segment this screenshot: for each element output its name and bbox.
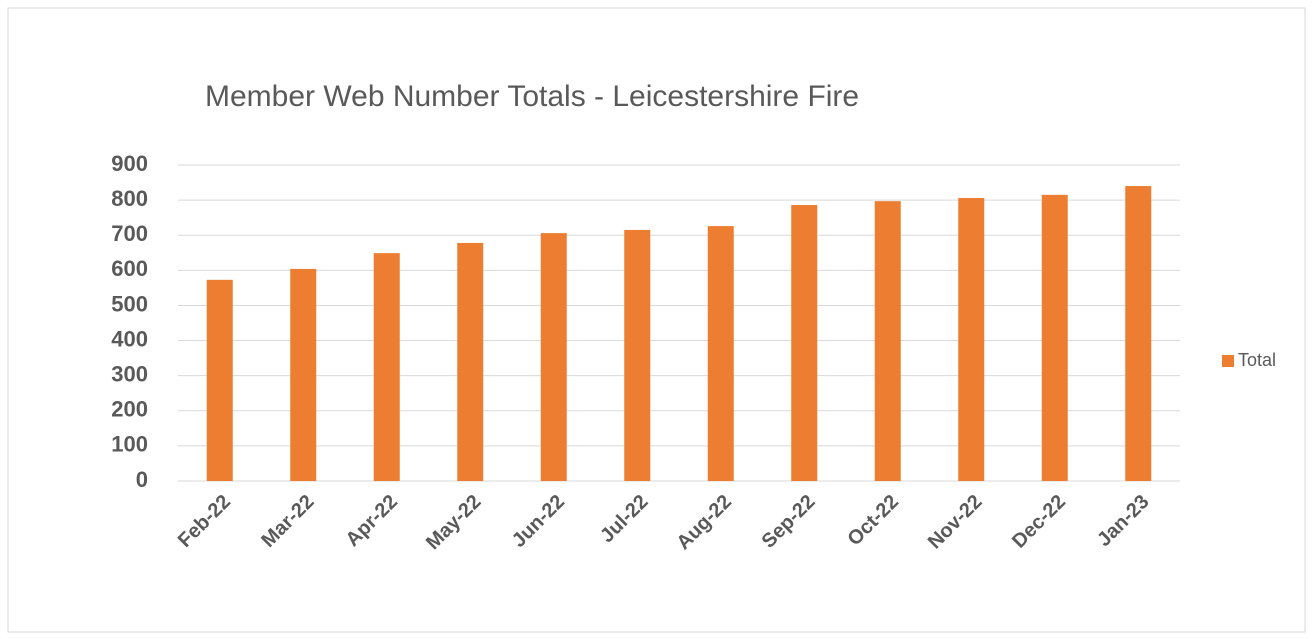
bar [373,253,400,481]
y-tick-label: 300 [111,361,148,386]
legend-swatch [1222,355,1234,367]
y-tick-label: 800 [111,186,148,211]
chart-title: Member Web Number Totals - Leicestershir… [205,80,859,113]
y-tick-label: 0 [136,467,148,492]
bar [457,242,484,481]
bar [206,279,233,481]
y-tick-label: 400 [111,326,148,351]
y-tick-label: 900 [111,151,148,176]
bar [624,229,651,481]
y-tick-label: 200 [111,397,148,422]
y-tick-label: 100 [111,432,148,457]
legend-label: Total [1238,350,1276,370]
bar [874,201,901,482]
bar [958,198,985,481]
y-tick-label: 500 [111,291,148,316]
y-tick-label: 700 [111,221,148,246]
bar [290,268,317,481]
bar [707,226,734,481]
bar [791,205,818,481]
bar [1041,194,1068,481]
bar [540,233,567,481]
bar [1125,186,1152,482]
y-tick-label: 600 [111,256,148,281]
